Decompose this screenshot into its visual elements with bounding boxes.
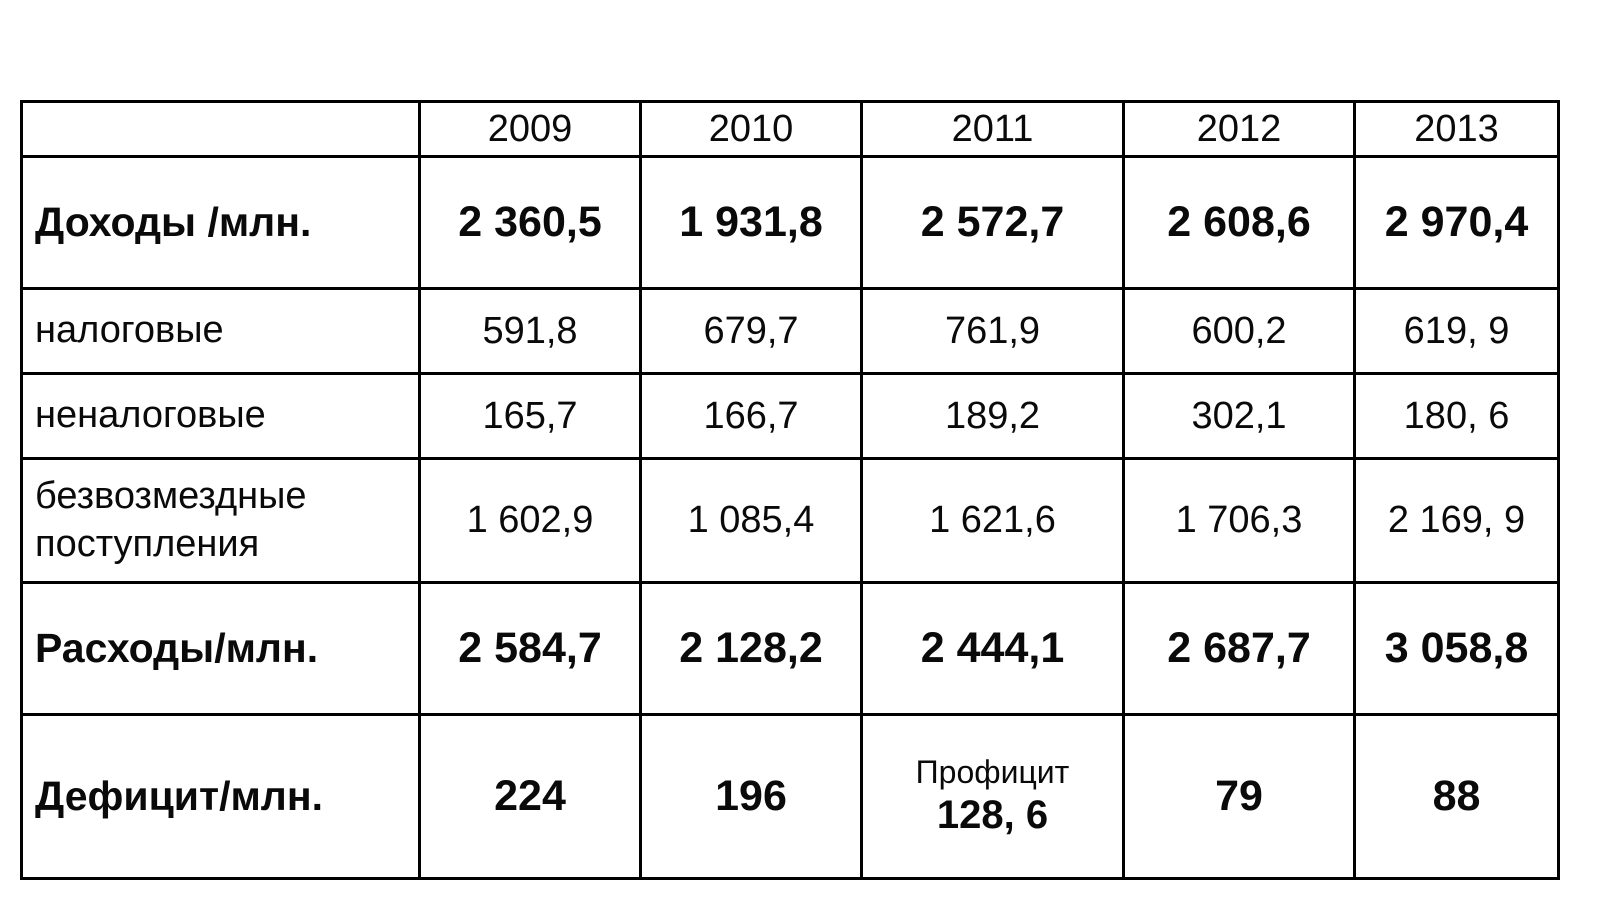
row-label: безвозмездные поступления: [20, 457, 421, 584]
value-cell: 1 931,8: [639, 155, 863, 290]
value-cell: 2 572,7: [860, 155, 1125, 290]
cell-value: 128, 6: [936, 792, 1049, 837]
year-header: 2013: [1353, 100, 1560, 158]
value-cell: 1 085,4: [639, 457, 863, 584]
cell-note: Профицит: [915, 754, 1070, 791]
table-row: налоговые 591,8 679,7 761,9 600,2 619, 9: [20, 287, 1560, 375]
row-label: Доходы /млн.: [20, 155, 421, 290]
value-cell: 196: [639, 713, 863, 880]
row-label: Дефицит/млн.: [20, 713, 421, 880]
table-header: 2009 2010 2011 2012 2013: [20, 100, 1560, 158]
value-cell: 302,1: [1122, 372, 1356, 460]
value-cell: 224: [418, 713, 642, 880]
value-cell: 166,7: [639, 372, 863, 460]
table-row: Дефицит/млн. 224 196 Профицит 128, 6 79 88: [20, 713, 1560, 880]
header-row: 2009 2010 2011 2012 2013: [20, 100, 1560, 158]
value-cell: 1 621,6: [860, 457, 1125, 584]
value-cell: 619, 9: [1353, 287, 1560, 375]
year-header: 2012: [1122, 100, 1356, 158]
budget-table: 2009 2010 2011 2012 2013 Доходы /млн. 2 360,5…: [20, 100, 1560, 880]
value-cell: 180, 6: [1353, 372, 1560, 460]
value-cell: 189,2: [860, 372, 1125, 460]
year-header: 2009: [418, 100, 642, 158]
value-cell: 600,2: [1122, 287, 1356, 375]
row-label: Расходы/млн.: [20, 581, 421, 716]
corner-cell: [20, 100, 421, 158]
value-cell: 2 128,2: [639, 581, 863, 716]
value-cell: 2 687,7: [1122, 581, 1356, 716]
value-cell: 1 602,9: [418, 457, 642, 584]
value-cell: 679,7: [639, 287, 863, 375]
value-cell: 88: [1353, 713, 1560, 880]
value-cell: 2 360,5: [418, 155, 642, 290]
value-cell: 2 444,1: [860, 581, 1125, 716]
row-label: неналоговые: [20, 372, 421, 460]
value-cell: 2 169, 9: [1353, 457, 1560, 584]
table-row: неналоговые 165,7 166,7 189,2 302,1 180, 6: [20, 372, 1560, 460]
table-row: безвозмездные поступления 1 602,9 1 085,4 1…: [20, 457, 1560, 584]
value-cell: 3 058,8: [1353, 581, 1560, 716]
value-cell: 2 970,4: [1353, 155, 1560, 290]
value-cell: 165,7: [418, 372, 642, 460]
value-cell: 761,9: [860, 287, 1125, 375]
value-cell: 79: [1122, 713, 1356, 880]
year-header: 2011: [860, 100, 1125, 158]
table-row: Доходы /млн. 2 360,5 1 931,8 2 572,7 2 608,6…: [20, 155, 1560, 290]
value-cell: 2 584,7: [418, 581, 642, 716]
table-body: Доходы /млн. 2 360,5 1 931,8 2 572,7 2 608,6…: [20, 155, 1560, 880]
year-header: 2010: [639, 100, 863, 158]
table-row: Расходы/млн. 2 584,7 2 128,2 2 444,1 2 687,7…: [20, 581, 1560, 716]
value-cell: 2 608,6: [1122, 155, 1356, 290]
value-cell: 1 706,3: [1122, 457, 1356, 584]
value-cell: 591,8: [418, 287, 642, 375]
value-cell: Профицит 128, 6: [860, 713, 1125, 880]
row-label: налоговые: [20, 287, 421, 375]
